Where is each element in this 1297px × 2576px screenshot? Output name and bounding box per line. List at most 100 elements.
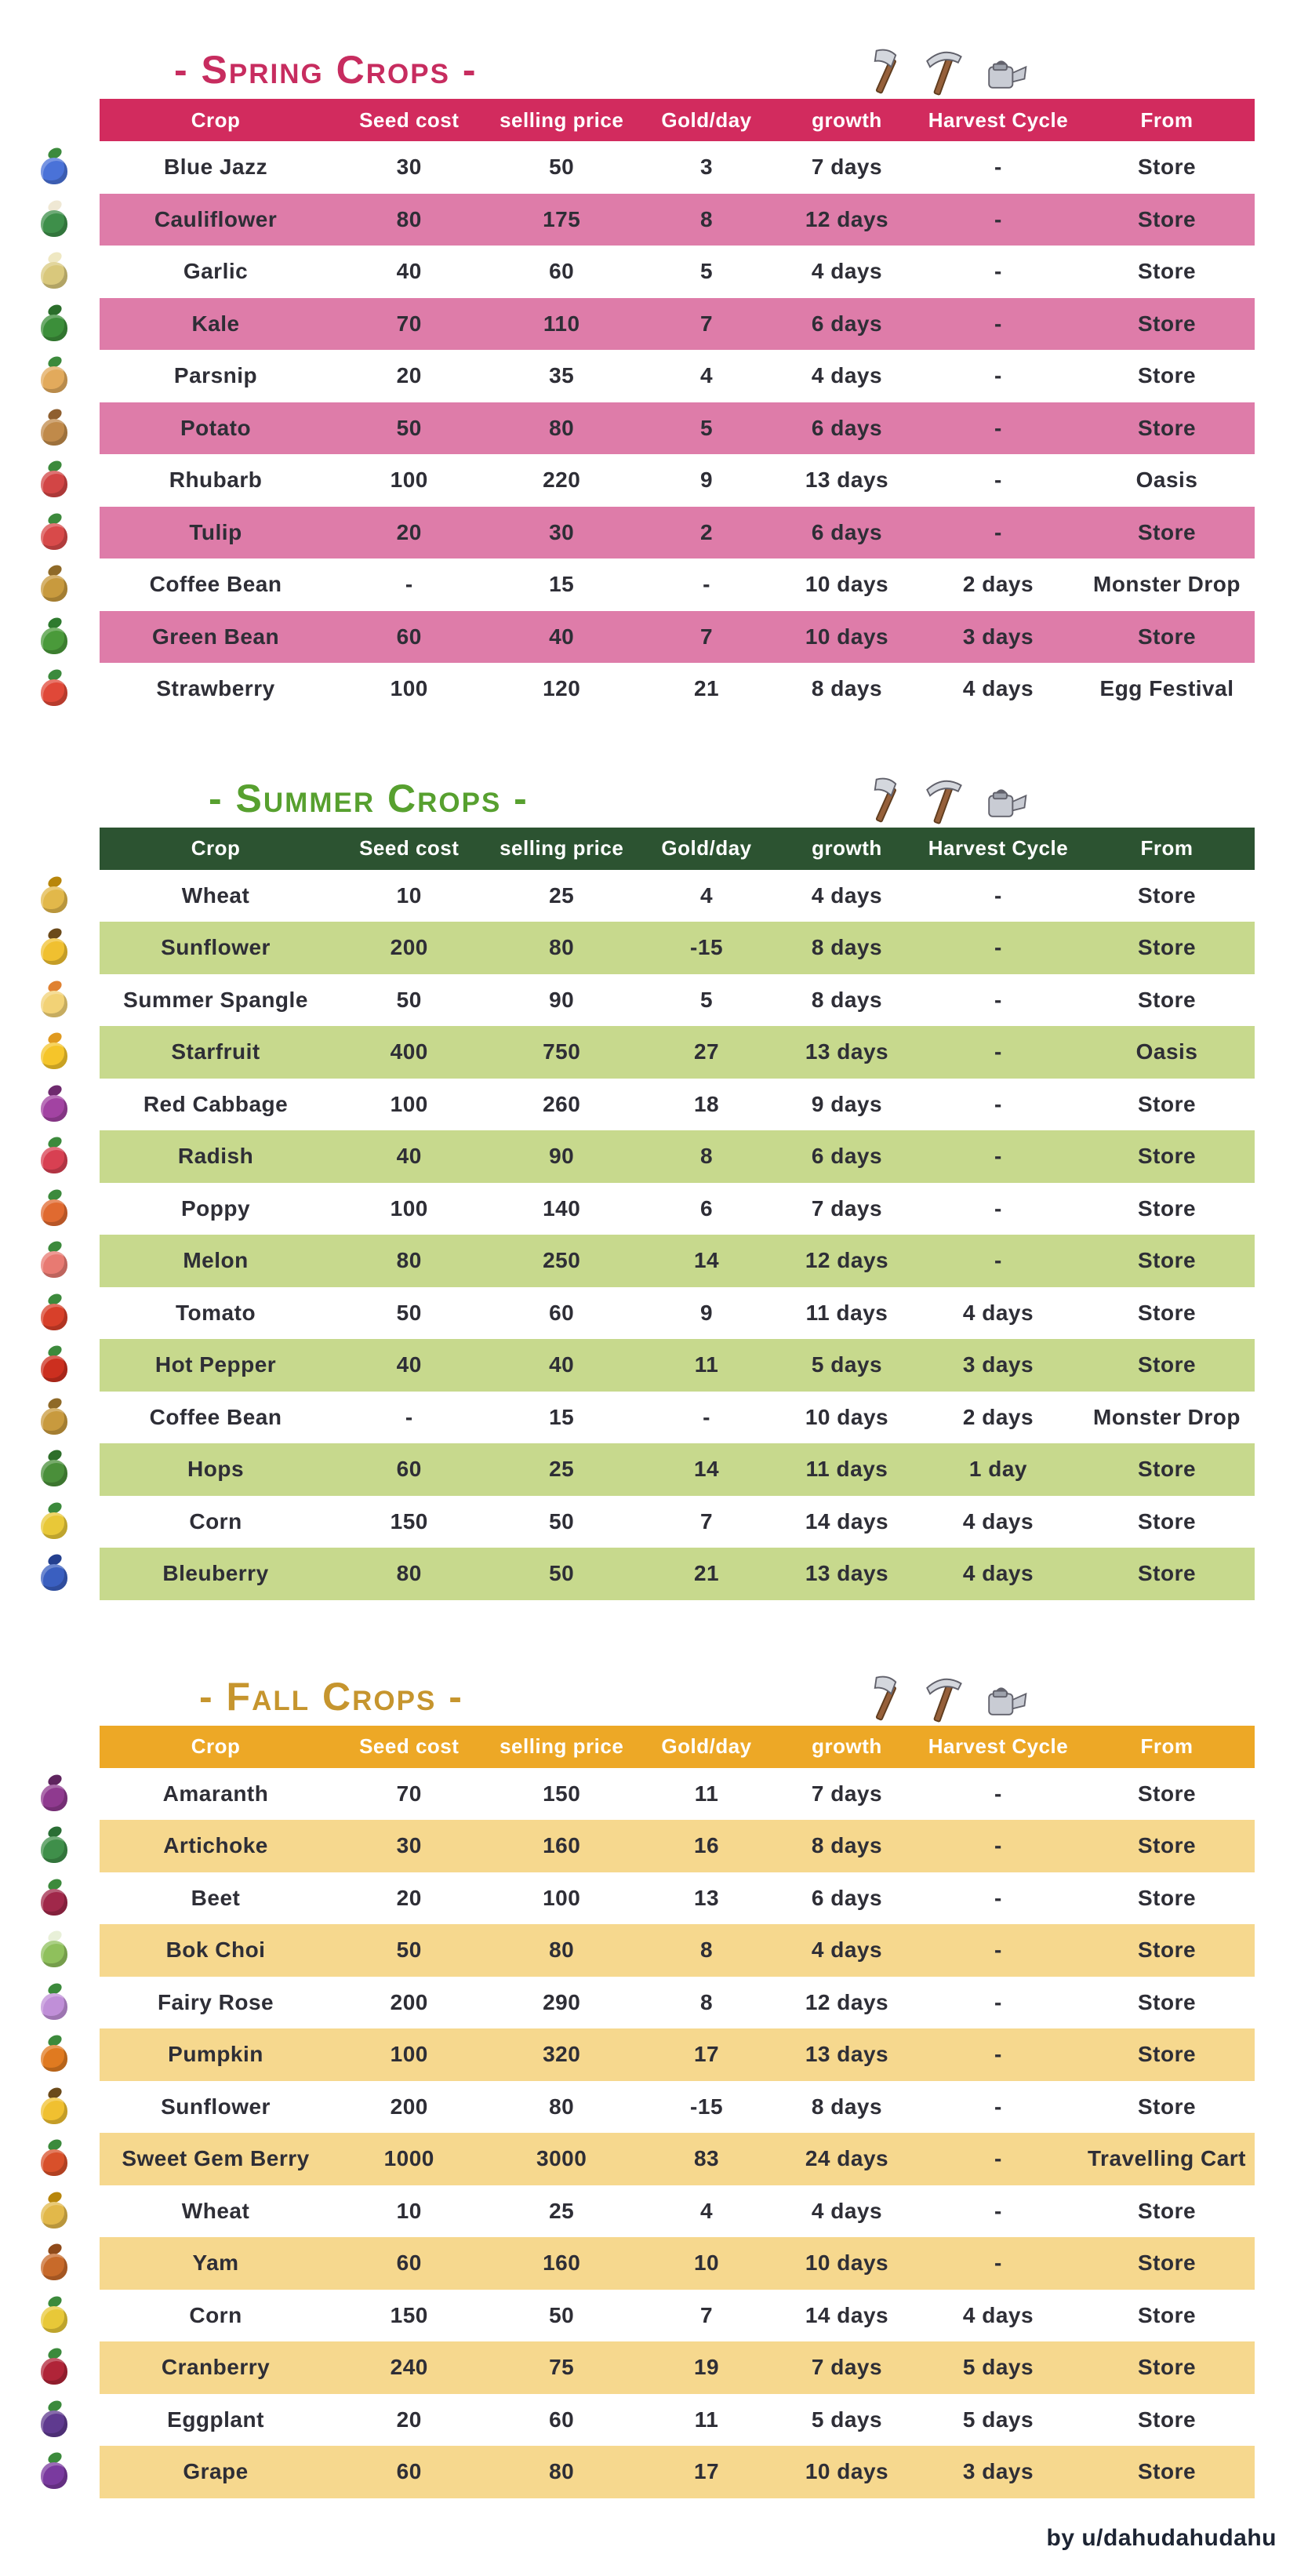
table-row: Melon 80 250 14 12 days - Store [41, 1235, 1255, 1287]
table-row: Corn 150 50 7 14 days 4 days Store [41, 1495, 1255, 1548]
harvest-cycle-cell: - [994, 1195, 1002, 1221]
crop-name-cell: Coffee Bean [149, 572, 282, 597]
crop-name-cell: Hops [187, 1457, 245, 1482]
column-header-growth: growth [812, 1734, 882, 1758]
from-cell: Store [1137, 2355, 1197, 2380]
crop-name-cell: Melon [183, 1248, 249, 1273]
crop-icon-fruit [41, 1094, 67, 1122]
crop-icon-leaf [46, 1188, 64, 1202]
crop-name-cell: Beet [191, 1885, 241, 1910]
crop-name-cell: Summer Spangle [123, 987, 308, 1012]
table-header-row: Crop Seed cost selling price Gold/day growth… [100, 99, 1255, 141]
gold-per-day-cell: 9 [699, 468, 714, 493]
seed-cost-cell: 100 [390, 2042, 428, 2067]
garlic-icon [32, 249, 76, 293]
growth-cell: 13 days [805, 1561, 889, 1586]
from-cell: Store [1137, 206, 1197, 231]
column-header-from: From [1140, 107, 1193, 132]
summer-spangle-icon [32, 978, 76, 1022]
selling-price-cell: 90 [549, 987, 575, 1012]
growth-cell: 6 days [811, 519, 883, 544]
harvest-cycle-cell: - [994, 1989, 1002, 2014]
crop-icon-fruit [41, 158, 67, 185]
harvest-cycle-cell: - [994, 1091, 1002, 1116]
poppy-icon [32, 1187, 76, 1231]
crop-name-cell: Poppy [181, 1195, 251, 1221]
growth-cell: 13 days [805, 2042, 889, 2067]
harvest-cycle-cell: - [994, 987, 1002, 1012]
gold-per-day-cell: 11 [694, 1781, 719, 1806]
crop-name-cell: Green Bean [151, 624, 280, 649]
selling-price-cell: 30 [549, 519, 575, 544]
growth-cell: 6 days [811, 1885, 883, 1910]
table-body: Blue Jazz 30 50 3 7 days - Store Caulifl… [41, 141, 1255, 715]
table-row: Wheat 10 25 4 4 days - Store [41, 869, 1255, 922]
from-cell: Store [1137, 1833, 1197, 1858]
column-header-crop: Crop [191, 1734, 241, 1758]
yam-icon [32, 2241, 76, 2285]
seed-cost-cell: 50 [396, 415, 422, 440]
crop-icon-fruit [41, 2410, 67, 2437]
hot-pepper-icon [32, 1343, 76, 1387]
gold-per-day-cell: 21 [693, 1561, 720, 1586]
seed-cost-cell: 60 [396, 2250, 422, 2276]
crop-icon-fruit [41, 938, 67, 966]
growth-cell: 14 days [805, 1508, 889, 1534]
from-cell: Store [1137, 2302, 1197, 2327]
growth-cell: 4 days [811, 882, 883, 908]
selling-price-cell: 80 [549, 1937, 575, 1963]
axe-icon [874, 1675, 897, 1720]
selling-price-cell: 260 [543, 1091, 581, 1116]
seed-cost-cell: 240 [390, 2355, 428, 2380]
crop-icon-leaf [46, 1344, 64, 1359]
coffee-bean-icon [32, 1395, 76, 1439]
harvest-cycle-cell: - [994, 1248, 1002, 1273]
growth-cell: 8 days [811, 1833, 883, 1858]
gold-per-day-cell: 4 [699, 882, 714, 908]
crop-name-cell: Tomato [176, 1300, 256, 1325]
selling-price-cell: 80 [549, 415, 575, 440]
seed-cost-cell: 400 [390, 1039, 428, 1064]
column-header-gold-day: Gold/day [661, 1734, 752, 1758]
coffee-bean-icon [32, 562, 76, 606]
table-row: Kale 70 110 7 6 days - Store [41, 297, 1255, 350]
table-body: Wheat 10 25 4 4 days - Store Sunflower 2… [41, 869, 1255, 1600]
growth-cell: 24 days [805, 2146, 889, 2171]
from-cell: Store [1137, 1937, 1197, 1963]
from-cell: Monster Drop [1093, 572, 1241, 597]
seed-cost-cell: 10 [396, 2198, 422, 2223]
crop-icon-leaf [46, 1240, 64, 1254]
table-row: Garlic 40 60 5 4 days - Store [41, 246, 1255, 298]
selling-price-cell: 25 [549, 882, 575, 908]
harvest-cycle-cell: - [994, 415, 1002, 440]
crop-icon-fruit [41, 886, 67, 913]
crop-name-cell: Hot Pepper [154, 1352, 277, 1377]
growth-cell: 14 days [805, 2302, 889, 2327]
section-header: - Spring Crops - [0, 45, 1297, 99]
column-header-seed-cost: Seed cost [359, 1734, 460, 1758]
crop-icon-leaf [46, 1773, 64, 1787]
corn-icon [32, 2294, 76, 2338]
sweet-gem-berry-icon [32, 2137, 76, 2181]
harvest-cycle-cell: 4 days [962, 1508, 1034, 1534]
crop-icon-fruit [41, 471, 67, 498]
pickaxe-icon [926, 1678, 962, 1722]
harvest-cycle-cell: 5 days [962, 2407, 1034, 2432]
growth-cell: 13 days [805, 468, 889, 493]
selling-price-cell: 50 [549, 2302, 575, 2327]
gold-per-day-cell: 9 [699, 1300, 714, 1325]
harvest-cycle-cell: - [994, 259, 1002, 284]
selling-price-cell: 50 [549, 1561, 575, 1586]
table-row: Hot Pepper 40 40 11 5 days 3 days Store [41, 1339, 1255, 1392]
growth-cell: 12 days [805, 1248, 889, 1273]
crop-icon-fruit [41, 990, 67, 1017]
from-cell: Store [1137, 259, 1197, 284]
crop-icon-leaf [46, 1553, 64, 1567]
gold-per-day-cell: 13 [693, 1885, 720, 1910]
crop-icon-fruit [41, 1564, 67, 1592]
crop-name-cell: Starfruit [171, 1039, 260, 1064]
crop-icon-leaf [46, 2294, 64, 2309]
selling-price-cell: 40 [549, 624, 575, 649]
harvest-cycle-cell: - [994, 1781, 1002, 1806]
